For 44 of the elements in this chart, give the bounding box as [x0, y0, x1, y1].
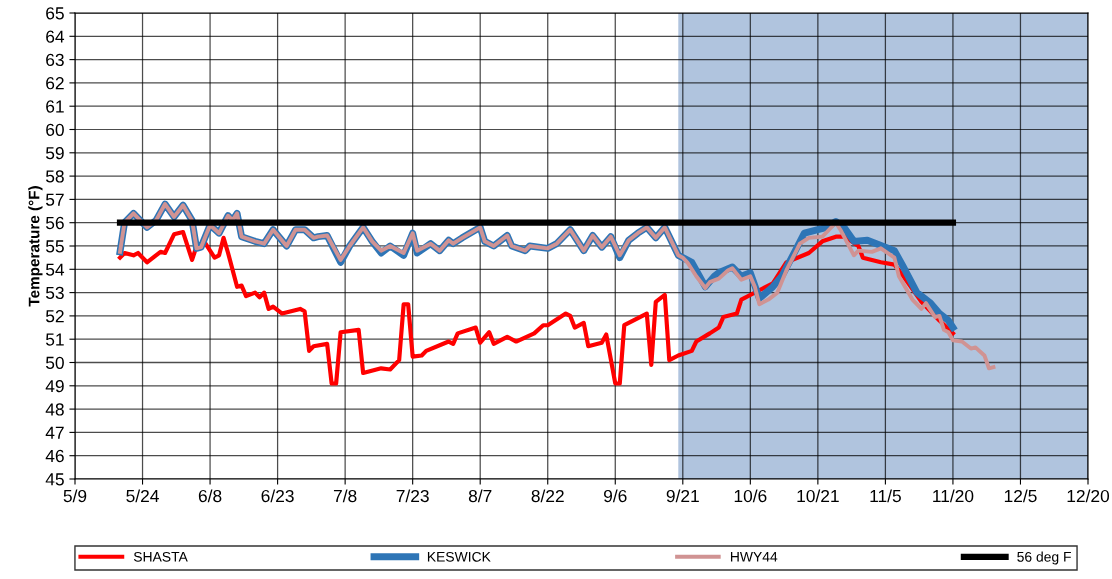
y-tick-label: 47 [45, 426, 64, 439]
y-tick-label: 53 [45, 286, 64, 300]
x-tick-label: 9/21 [666, 489, 699, 503]
y-tick-label: 46 [45, 449, 64, 463]
x-tick-label: 5/9 [63, 489, 87, 503]
y-tick-label: 62 [46, 77, 64, 90]
y-tick-label: 49 [45, 379, 64, 393]
y-tick-label: 51 [45, 333, 64, 346]
y-tick-label: 52 [45, 310, 64, 323]
x-tick-label: 10/21 [797, 489, 839, 503]
y-tick-label: 55 [45, 240, 64, 253]
x-tick-label: 5/24 [126, 489, 159, 503]
x-tick-label: 6/23 [261, 489, 294, 503]
y-tick-label: 59 [45, 146, 64, 160]
x-tick-label: 8/22 [531, 489, 564, 503]
legend-label: KESWICK [427, 551, 491, 562]
y-tick-label: 56 [45, 216, 64, 230]
y-tick-label: 54 [45, 263, 65, 276]
y-tick-label: 60 [46, 123, 64, 136]
y-tick-label: 64 [46, 30, 65, 43]
x-tick-label: 11/20 [933, 489, 974, 503]
line-series [118, 202, 996, 371]
y-tick-label: 58 [45, 170, 64, 183]
y-tick-label: 63 [46, 53, 64, 67]
x-tick-label: 6/8 [198, 489, 222, 503]
y-tick-label: 50 [45, 356, 64, 369]
legend-label: SHASTA [133, 551, 188, 562]
y-tick-label: 45 [45, 473, 64, 486]
x-tick-label: 12/5 [1004, 489, 1037, 503]
y-tick-label: 57 [45, 193, 64, 206]
y-tick-label: 65 [46, 7, 64, 20]
x-tick-label: 7/8 [333, 489, 357, 503]
x-tick-label: 9/6 [604, 489, 627, 503]
legend-label: HWY44 [730, 552, 778, 562]
line-series [117, 229, 956, 386]
x-tick-label: 10/6 [734, 489, 767, 503]
legend-label: 56 deg F [1017, 551, 1071, 565]
y-tick-label: 61 [46, 100, 64, 113]
x-tick-label: 8/7 [468, 489, 492, 503]
y-tick-label: 48 [45, 403, 64, 416]
x-tick-label: 11/5 [870, 489, 901, 503]
y-axis-title: Temperature (°F) [28, 186, 43, 307]
x-tick-label: 12/20 [1067, 489, 1110, 503]
x-tick-label: 7/23 [396, 489, 429, 503]
